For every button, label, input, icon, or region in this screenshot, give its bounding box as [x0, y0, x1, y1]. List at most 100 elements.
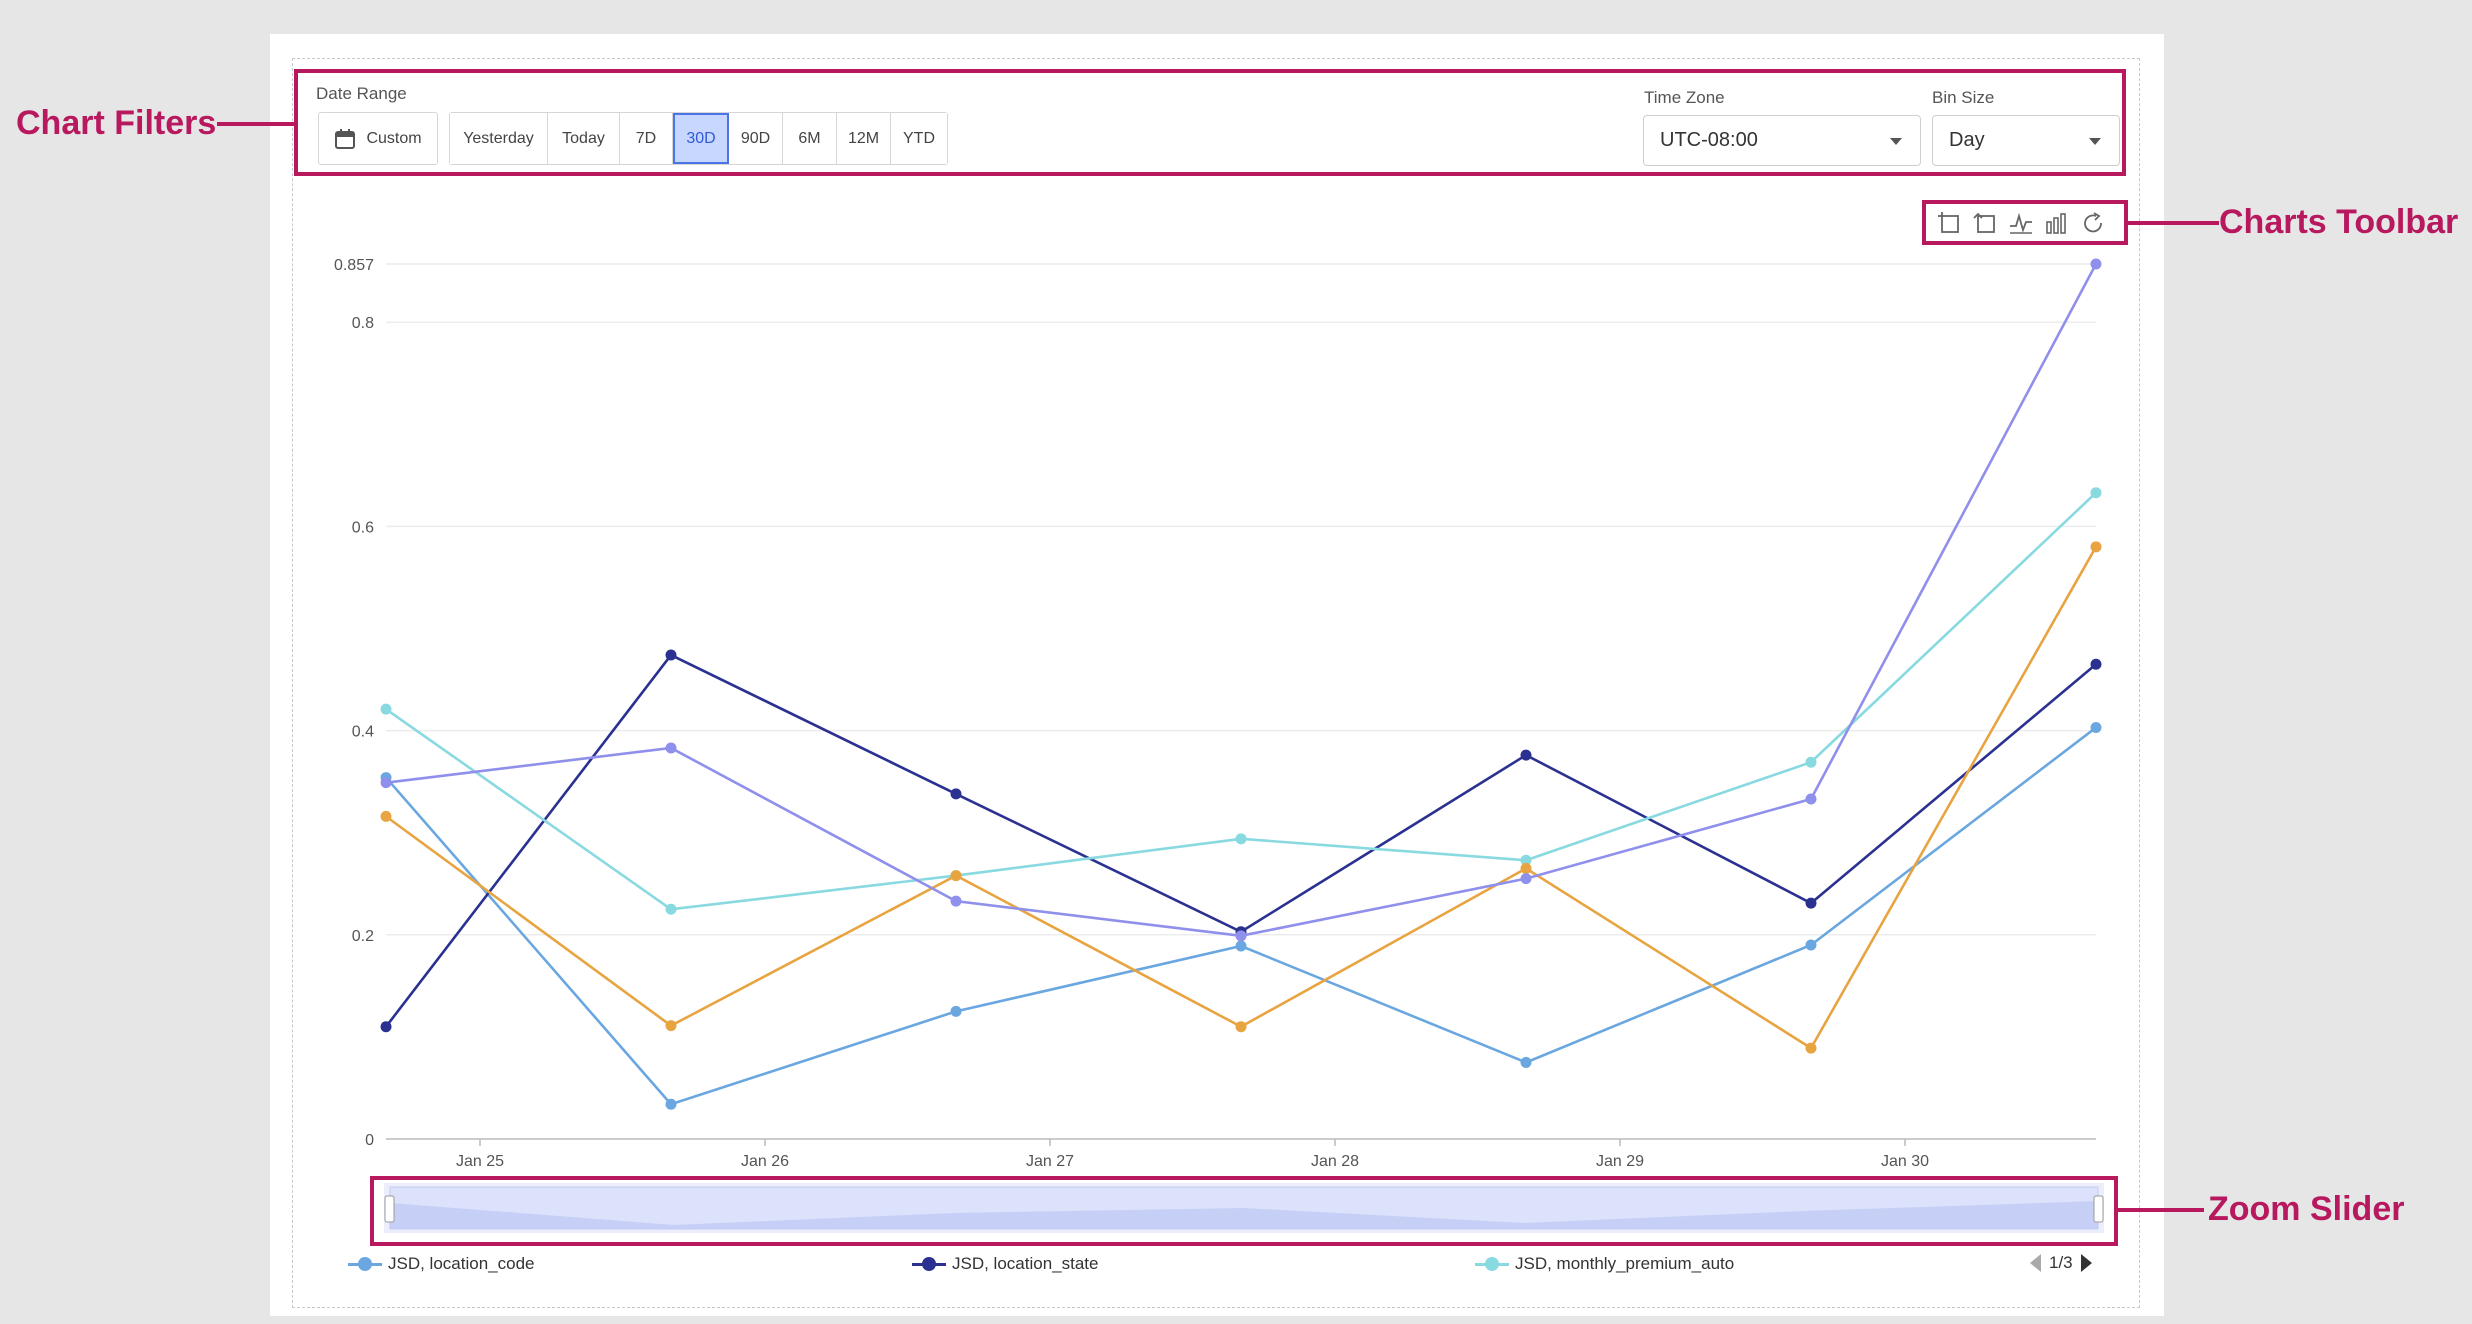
data-point[interactable]	[1520, 862, 1532, 874]
data-point[interactable]	[1805, 1042, 1817, 1054]
data-point[interactable]	[1805, 939, 1817, 951]
bin-size-select[interactable]: Day	[1932, 115, 2120, 166]
date-range-label: Date Range	[316, 84, 407, 103]
zoom-reset-icon[interactable]	[1973, 212, 1995, 233]
zoom-slider[interactable]	[384, 1183, 2104, 1233]
chart-filters-callout-box	[294, 69, 2126, 176]
legend-label: JSD, location_state	[952, 1254, 1099, 1273]
data-point[interactable]	[665, 1098, 677, 1110]
data-point[interactable]	[1805, 897, 1817, 909]
legend-label: JSD, monthly_premium_auto	[1515, 1254, 1735, 1273]
data-point[interactable]	[2090, 258, 2102, 270]
chart-toolbar	[1938, 212, 2102, 234]
chart-card	[270, 34, 2164, 1316]
legend-item-location-code[interactable]: JSD, location_code	[348, 1254, 534, 1274]
legend-item-location-state[interactable]: JSD, location_state	[912, 1254, 1098, 1274]
series-line[interactable]	[385, 726, 2097, 1106]
zoom-slider-callout-label: Zoom Slider	[2208, 1190, 2405, 1228]
series-line[interactable]	[385, 491, 2097, 911]
data-point[interactable]	[1805, 793, 1817, 805]
legend-pager: 1/3	[2030, 1253, 2092, 1273]
chart-filters-callout-line	[217, 122, 296, 126]
charts-toolbar-callout-label: Charts Toolbar	[2219, 203, 2459, 241]
data-point[interactable]	[950, 788, 962, 800]
data-point[interactable]	[1520, 749, 1532, 761]
preset-12m[interactable]: 12M	[837, 113, 891, 164]
y-tick-label: 0.4	[352, 724, 374, 741]
data-point[interactable]	[950, 870, 962, 882]
preset-yesterday[interactable]: Yesterday	[450, 113, 548, 164]
x-tick-label: Jan 30	[1881, 1153, 1929, 1170]
data-point[interactable]	[1235, 930, 1247, 942]
data-point[interactable]	[2090, 658, 2102, 670]
data-point[interactable]	[2090, 487, 2102, 499]
data-point[interactable]	[665, 1020, 677, 1032]
zoom-slider-preview	[390, 1201, 2098, 1229]
y-tick-label: 0.8	[352, 315, 374, 332]
data-point[interactable]	[665, 742, 677, 754]
charts-toolbar-callout-box	[1922, 200, 2128, 245]
legend-swatch	[1475, 1257, 1509, 1271]
y-tick-label: 0.2	[352, 928, 374, 945]
prev-page-icon[interactable]	[2030, 1254, 2041, 1272]
chart-filters-callout-label: Chart Filters	[16, 104, 217, 142]
grid-layer: 0 0.2 0.4 0.6 0.8 0.857 Jan 25 Jan 26 Jan 27 Jan …	[334, 257, 2096, 1170]
data-point[interactable]	[380, 777, 392, 789]
time-zone-value: UTC-08:00	[1660, 129, 1758, 151]
refresh-icon[interactable]	[2084, 212, 2102, 233]
preset-7d[interactable]: 7D	[620, 113, 673, 164]
legend-swatch	[912, 1257, 946, 1271]
legend-item-monthly-premium-auto[interactable]: JSD, monthly_premium_auto	[1475, 1254, 1734, 1274]
preset-90d[interactable]: 90D	[729, 113, 783, 164]
legend-label: JSD, location_code	[388, 1254, 535, 1273]
next-page-icon[interactable]	[2080, 1254, 2092, 1272]
data-point[interactable]	[1520, 1056, 1532, 1068]
y-tick-label: 0.6	[352, 519, 374, 536]
preset-6m[interactable]: 6M	[783, 113, 837, 164]
x-tick-label: Jan 25	[456, 1153, 504, 1170]
zoom-slider-callout-line	[2116, 1208, 2204, 1212]
data-point[interactable]	[1520, 854, 1532, 866]
chevron-down-icon	[2089, 137, 2101, 145]
data-point[interactable]	[950, 1005, 962, 1017]
line-chart-icon[interactable]	[2010, 212, 2032, 234]
legend-page: 1/3	[2049, 1253, 2073, 1272]
data-point[interactable]	[1235, 1021, 1247, 1033]
bar-chart-icon[interactable]	[2046, 213, 2066, 234]
data-point[interactable]	[950, 895, 962, 907]
data-point[interactable]	[380, 703, 392, 715]
preset-30d[interactable]: 30D	[673, 113, 729, 164]
custom-label: Custom	[366, 129, 422, 147]
bin-size-label: Bin Size	[1932, 88, 1995, 107]
series-line[interactable]	[385, 546, 2098, 1050]
time-zone-select[interactable]: UTC-08:00	[1643, 115, 1921, 166]
charts-toolbar-callout-line	[2126, 221, 2219, 225]
data-point[interactable]	[380, 1021, 392, 1033]
data-point[interactable]	[1805, 756, 1817, 768]
data-point[interactable]	[665, 903, 677, 915]
zoom-select-icon[interactable]	[1938, 212, 1959, 233]
data-point[interactable]	[380, 810, 392, 822]
data-point[interactable]	[2090, 541, 2102, 553]
zoom-handle-right[interactable]	[2093, 1195, 2104, 1223]
chevron-down-icon	[1890, 137, 1902, 145]
zoom-handle-left[interactable]	[384, 1195, 395, 1223]
data-point[interactable]	[1520, 873, 1532, 885]
custom-date-button[interactable]: Custom	[318, 112, 438, 165]
chart-panel	[292, 58, 2140, 1308]
bin-size-value: Day	[1949, 129, 1985, 151]
zoom-slider-callout-box	[370, 1176, 2118, 1246]
calendar-icon	[335, 128, 356, 149]
data-point[interactable]	[1235, 833, 1247, 845]
preset-today[interactable]: Today	[548, 113, 620, 164]
legend-swatch	[348, 1257, 382, 1271]
data-point[interactable]	[665, 649, 677, 661]
y-tick-label: 0	[365, 1132, 374, 1149]
series-layer	[380, 258, 2102, 1110]
data-point[interactable]	[1235, 940, 1247, 952]
y-tick-label: 0.857	[334, 257, 374, 274]
data-point[interactable]	[2090, 722, 2102, 734]
time-zone-label: Time Zone	[1644, 88, 1725, 107]
preset-ytd[interactable]: YTD	[891, 113, 947, 164]
